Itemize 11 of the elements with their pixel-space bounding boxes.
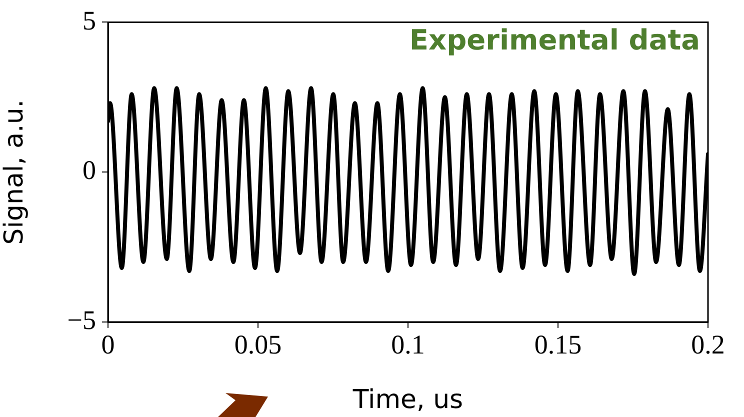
x-tick-label: 0	[101, 329, 115, 360]
x-tick-label: 0.1	[391, 329, 425, 360]
y-tick-label: 0	[82, 155, 96, 186]
x-tick-label: 0.2	[691, 329, 725, 360]
y-tick-label: −5	[67, 305, 96, 336]
x-tick-label: 0.05	[234, 329, 282, 360]
x-tick-label: 0.15	[534, 329, 582, 360]
y-tick-label: 5	[82, 5, 96, 36]
annotation: Experimental data	[409, 23, 700, 56]
y-axis-title: Signal, a.u.	[0, 99, 30, 245]
x-axis-title: Time, us	[352, 385, 464, 416]
